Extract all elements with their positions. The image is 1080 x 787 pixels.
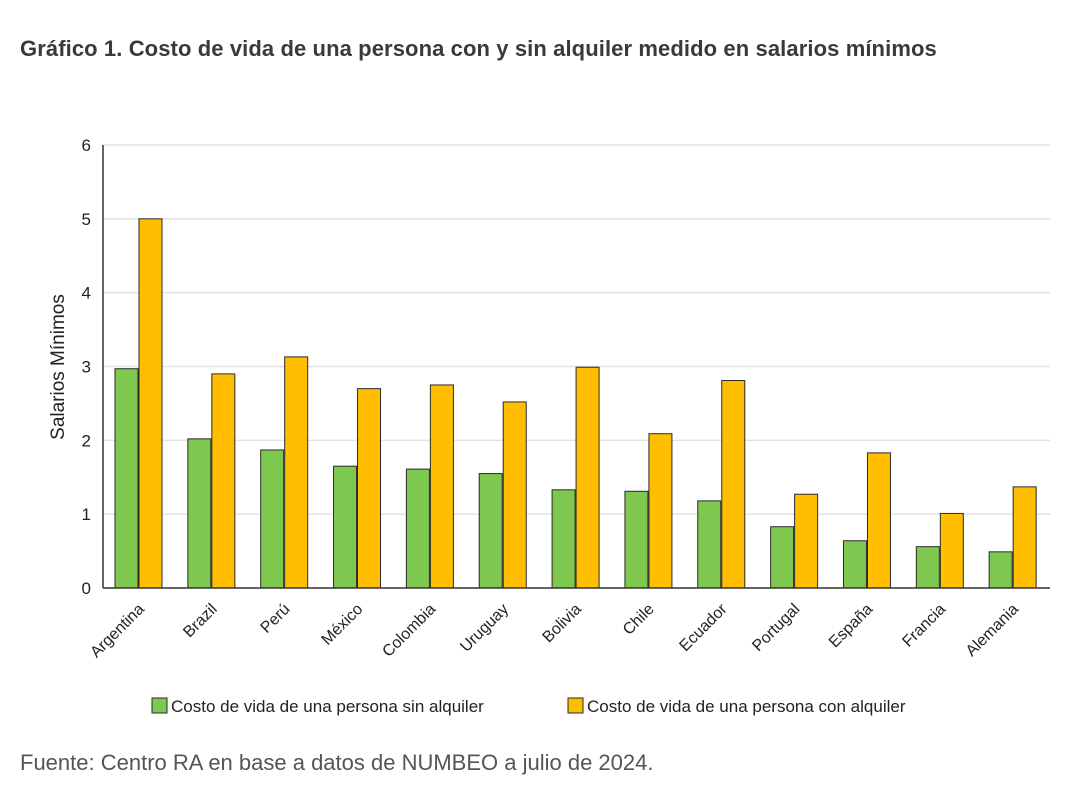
legend: Costo de vida de una persona sin alquile…	[151, 697, 906, 716]
x-tick-label: Perú	[258, 601, 294, 637]
x-tick-label: Francia	[899, 601, 949, 651]
y-tick-label: 3	[82, 358, 91, 377]
bar-sin-alquiler	[770, 526, 795, 589]
bar-con-alquiler	[721, 380, 746, 589]
x-tick-label: Chile	[620, 601, 658, 639]
bar-con-alquiler	[648, 433, 673, 589]
bar-sin-alquiler	[260, 449, 285, 589]
y-tick-label: 6	[82, 136, 91, 155]
y-tick-label: 5	[82, 210, 91, 229]
bar-sin-alquiler	[988, 551, 1013, 589]
bar-con-alquiler	[357, 388, 382, 589]
bar-sin-alquiler	[187, 438, 212, 589]
bar-con-alquiler	[429, 384, 454, 589]
bar-con-alquiler	[138, 218, 163, 589]
bar-sin-alquiler	[478, 473, 503, 589]
bars	[114, 218, 1037, 589]
legend-swatch	[567, 697, 584, 714]
x-tick-label: España	[826, 601, 876, 651]
bar-sin-alquiler	[842, 540, 867, 589]
bar-con-alquiler	[575, 366, 600, 589]
x-tick-label: México	[319, 601, 367, 649]
y-tick-label: 0	[82, 579, 91, 598]
x-tick-label: Uruguay	[457, 601, 512, 656]
x-tick-label: Portugal	[749, 601, 803, 655]
bar-con-alquiler	[211, 373, 236, 589]
bar-sin-alquiler	[405, 468, 430, 589]
x-tick-label: Brazil	[180, 601, 220, 641]
chart-title: Gráfico 1. Costo de vida de una persona …	[20, 36, 937, 61]
bar-con-alquiler	[866, 452, 891, 589]
y-tick-label: 1	[82, 505, 91, 524]
x-tick-label: Ecuador	[676, 600, 731, 655]
bar-sin-alquiler	[624, 490, 649, 589]
bar-sin-alquiler	[915, 546, 940, 589]
x-tick-label: Alemania	[963, 601, 1022, 660]
x-tick-label: Bolivia	[540, 601, 585, 646]
x-tick-label: Argentina	[87, 601, 148, 662]
bar-sin-alquiler	[697, 500, 722, 589]
bar-sin-alquiler	[333, 465, 358, 589]
bar-con-alquiler	[1012, 486, 1037, 589]
legend-label: Costo de vida de una persona sin alquile…	[171, 697, 484, 716]
bar-con-alquiler	[939, 512, 964, 589]
bar-sin-alquiler	[114, 368, 139, 589]
y-tick-label: 4	[82, 284, 91, 303]
x-axis: Argentina Brazil Perú México Colombia Uruguay…	[87, 587, 1050, 662]
source-note: Fuente: Centro RA en base a datos de NUM…	[20, 750, 654, 775]
bar-con-alquiler	[502, 401, 527, 589]
legend-label: Costo de vida de una persona con alquile…	[587, 697, 906, 716]
x-tick-label: Colombia	[379, 601, 439, 661]
bar-con-alquiler	[794, 493, 819, 589]
bar-con-alquiler	[284, 356, 309, 589]
bar-sin-alquiler	[551, 489, 576, 589]
legend-swatch	[151, 697, 168, 714]
y-tick-label: 2	[82, 431, 91, 450]
y-axis: 0 1 2 3 4 5 6	[82, 136, 104, 598]
y-axis-label: Salarios Mínimos	[48, 294, 69, 440]
